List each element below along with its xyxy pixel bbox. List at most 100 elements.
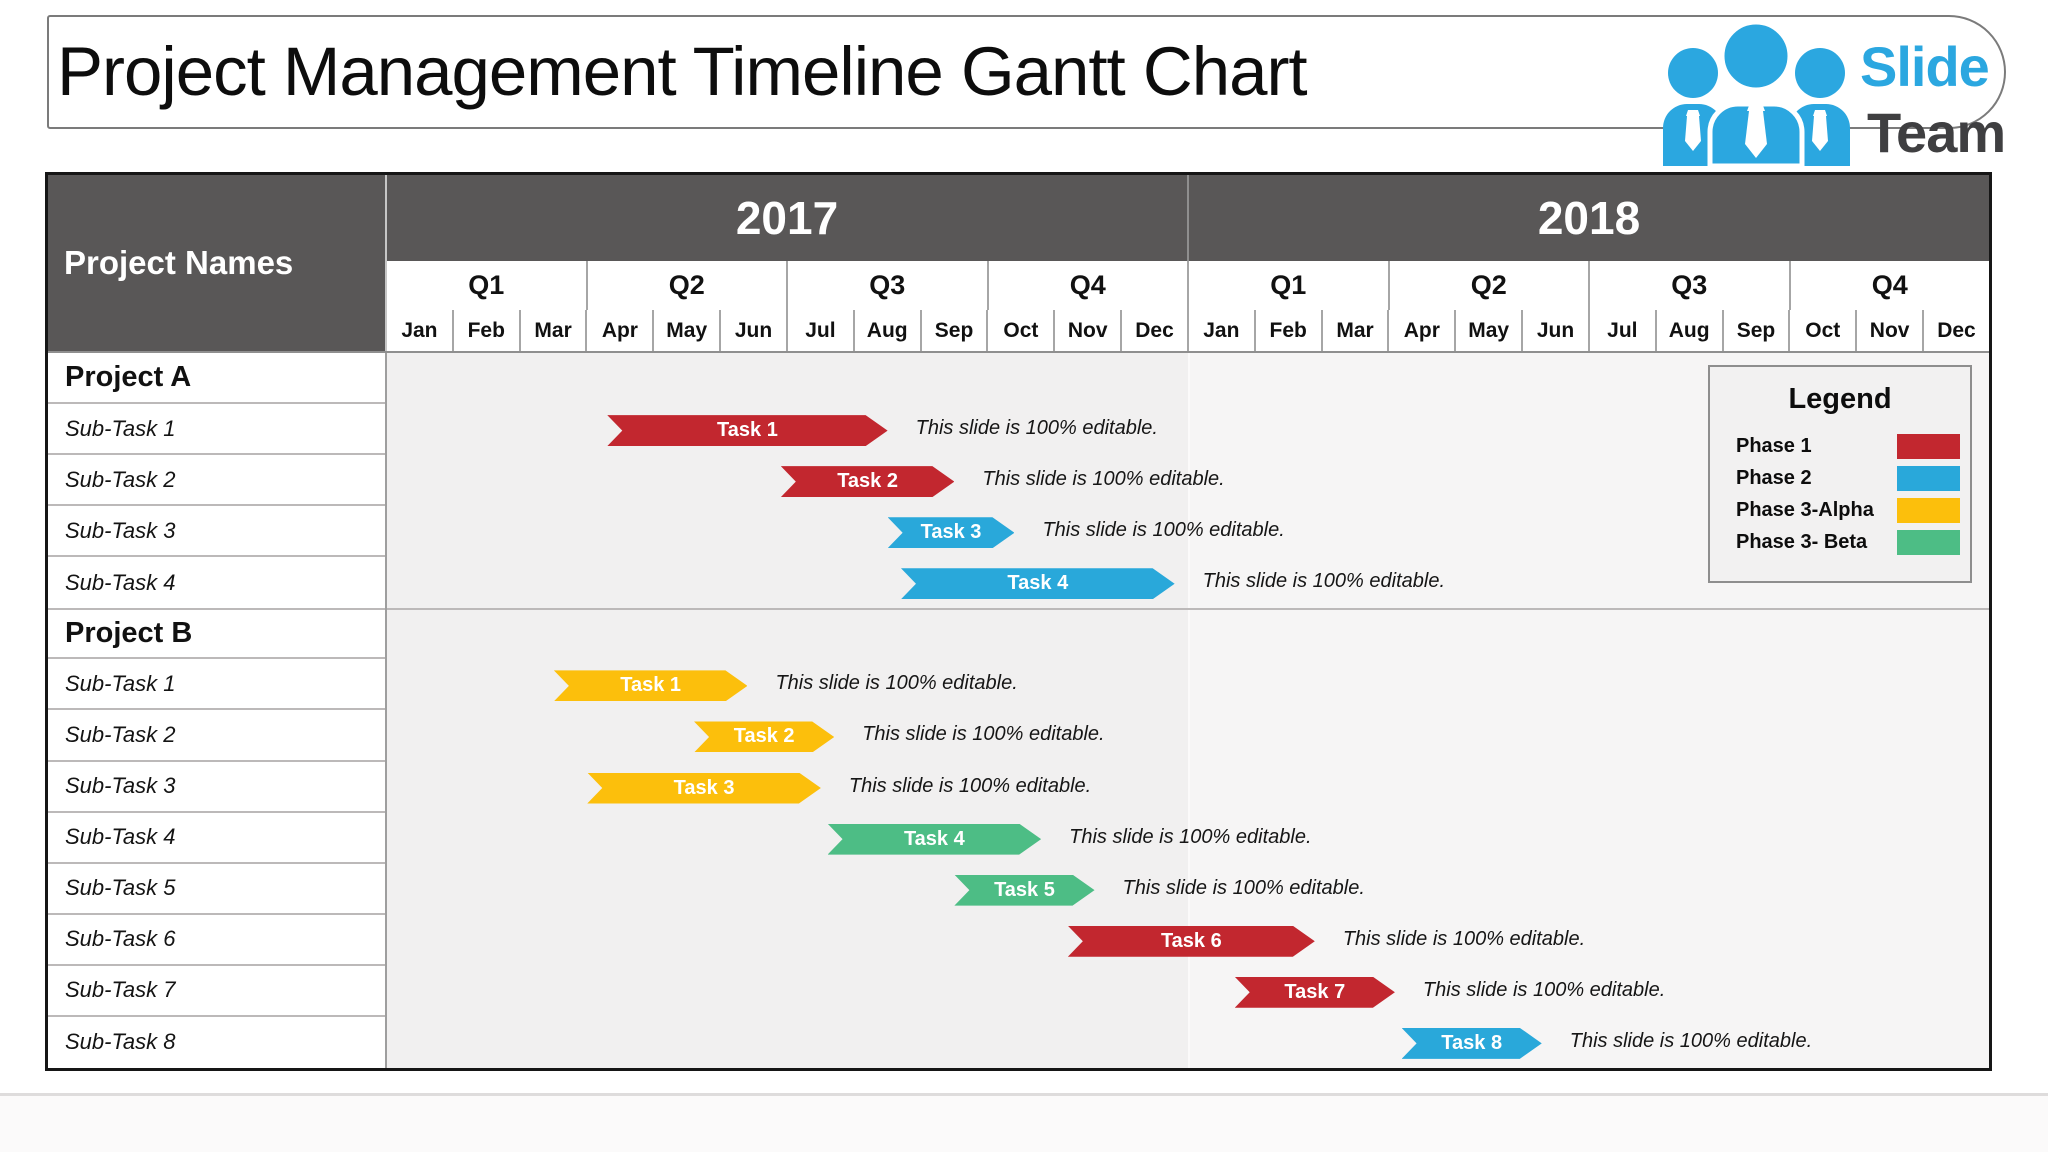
quarter-cell: Q2 (1387, 261, 1589, 310)
legend-item: Phase 3- Beta (1736, 530, 1960, 555)
quarter-cell: Q3 (786, 261, 987, 310)
gantt-row (387, 608, 1989, 659)
subtask-row-label: Sub-Task 2 (48, 710, 385, 762)
subtask-row-label: Sub-Task 5 (48, 864, 385, 915)
month-cell: Dec (1922, 310, 1989, 351)
task-bar[interactable]: Task 6 (1068, 926, 1315, 957)
project-row-label: Project B (48, 608, 385, 660)
legend-item: Phase 3-Alpha (1736, 498, 1960, 523)
month-cell: Sep (1721, 310, 1789, 351)
month-cell: Mar (1320, 310, 1388, 351)
month-cell: Nov (1053, 310, 1120, 351)
month-cell: Jul (785, 310, 853, 351)
task-bar[interactable]: Task 3 (888, 517, 1015, 548)
month-cell: Feb (1253, 310, 1321, 351)
legend: Legend Phase 1 Phase 2 Phase 3-Alpha Phase … (1708, 365, 1972, 583)
month-cell: Oct (986, 310, 1053, 351)
legend-swatch (1897, 498, 1960, 523)
gantt-row: Task 5 This slide is 100% editable. (387, 864, 1989, 915)
task-bar[interactable]: Task 2 (781, 466, 955, 497)
editable-note: This slide is 100% editable. (1069, 825, 1312, 848)
quarter-cell: Q2 (585, 261, 787, 310)
gantt-row: Task 2 This slide is 100% editable. (387, 710, 1989, 761)
month-cell: Jul (1587, 310, 1655, 351)
legend-swatch (1897, 530, 1960, 555)
month-cell: Feb (451, 310, 519, 351)
legend-title: Legend (1788, 383, 1892, 415)
project-row-label: Project A (48, 353, 385, 405)
month-cell: Mar (518, 310, 586, 351)
legend-item: Phase 1 (1736, 434, 1960, 459)
corner-cell: Project Names (48, 175, 387, 351)
task-bar[interactable]: Task 3 (587, 773, 821, 804)
footer-divider-line (0, 1093, 2048, 1096)
editable-note: This slide is 100% editable. (1342, 927, 1586, 950)
editable-note: This slide is 100% editable. (1042, 519, 1285, 542)
month-cell: Jun (719, 310, 786, 351)
legend-swatch (1897, 434, 1960, 459)
month-cell: May (652, 310, 719, 351)
gantt-row: Task 4 This slide is 100% editable. (387, 813, 1989, 864)
gantt-row: Task 1 This slide is 100% editable. (387, 404, 1989, 455)
corner-label: Project Names (64, 244, 294, 281)
logo-text-team: Team (1867, 101, 2006, 164)
slide-title: Project Management Timeline Gantt Chart (57, 33, 1308, 110)
task-bar[interactable]: Task 4 (828, 824, 1042, 855)
header-divider (48, 351, 1989, 353)
gantt-row: Task 7 This slide is 100% editable. (387, 966, 1989, 1017)
task-bar[interactable]: Task 4 (901, 568, 1175, 599)
editable-note: This slide is 100% editable. (862, 723, 1105, 746)
quarter-row: Q1 Q2 Q3 Q4 Q1 Q2 Q3 Q4 (387, 261, 1989, 310)
month-cell: Oct (1788, 310, 1855, 351)
legend-label: Phase 2 (1736, 467, 1812, 489)
editable-note: This slide is 100% editable. (1122, 876, 1365, 899)
editable-note: This slide is 100% editable. (775, 672, 1018, 695)
month-row: Jan Feb Mar Apr May Jun Jul Aug Sep Oct Nov Dec Jan F… (387, 310, 1989, 351)
subtask-row-label: Sub-Task 3 (48, 506, 385, 558)
month-cell: Jan (1186, 310, 1254, 351)
subtask-row-label: Sub-Task 3 (48, 762, 385, 813)
editable-note: This slide is 100% editable. (1569, 1029, 1813, 1052)
task-bar[interactable]: Task 8 (1402, 1028, 1542, 1059)
editable-note: This slide is 100% editable. (982, 468, 1225, 491)
month-cell: Nov (1855, 310, 1922, 351)
legend-label: Phase 3- Beta (1736, 531, 1868, 553)
editable-note: This slide is 100% editable. (1202, 570, 1445, 593)
task-bar[interactable]: Task 1 (554, 670, 748, 701)
task-bar[interactable]: Task 1 (607, 415, 887, 446)
gantt-row: Task 8 This slide is 100% editable. (387, 1017, 1989, 1068)
month-cell: Aug (1654, 310, 1722, 351)
subtask-row-label: Sub-Task 7 (48, 966, 385, 1017)
gantt-row: Task 6 This slide is 100% editable. (387, 915, 1989, 966)
subtask-row-label: Sub-Task 1 (48, 659, 385, 711)
subtask-row-label: Sub-Task 8 (65, 1029, 176, 1055)
year-cell: 2018 (1187, 175, 1989, 261)
month-cell: May (1454, 310, 1521, 351)
year-cell: 2017 (387, 175, 1187, 261)
year-row: 2017 2018 (387, 175, 1989, 261)
subtask-row-label: Sub-Task 4 (48, 813, 385, 864)
quarter-cell: Q4 (986, 261, 1188, 310)
footer-band (0, 1096, 2048, 1152)
logo-text-slide: Slide (1860, 35, 1990, 98)
task-bar[interactable]: Task 5 (954, 875, 1094, 906)
legend-swatch (1897, 466, 1960, 491)
legend-item: Phase 2 (1736, 466, 1960, 491)
gantt-row: Task 3 This slide is 100% editable. (387, 762, 1989, 813)
gantt-row: Task 2 This slide is 100% editable. (387, 455, 1989, 506)
legend-label: Phase 3-Alpha (1736, 499, 1874, 521)
task-bar[interactable]: Task 2 (694, 721, 834, 752)
month-cell: Aug (852, 310, 920, 351)
quarter-cell: Q4 (1788, 261, 1990, 310)
gantt-table: Project Names 2017 2018 Q1 Q2 Q3 Q4 Q1 Q2 Q3 Q4 … (45, 172, 1992, 1071)
subtask-row-label: Sub-Task 4 (65, 569, 176, 595)
task-bar[interactable]: Task 7 (1235, 977, 1395, 1008)
legend-label: Phase 1 (1736, 435, 1812, 457)
quarter-cell: Q1 (468, 270, 505, 300)
month-cell: Apr (585, 310, 652, 351)
editable-note: This slide is 100% editable. (915, 417, 1158, 440)
subtask-row-label: Sub-Task 1 (48, 404, 385, 456)
three-people-icon (1663, 19, 1850, 166)
editable-note: This slide is 100% editable. (848, 774, 1092, 797)
